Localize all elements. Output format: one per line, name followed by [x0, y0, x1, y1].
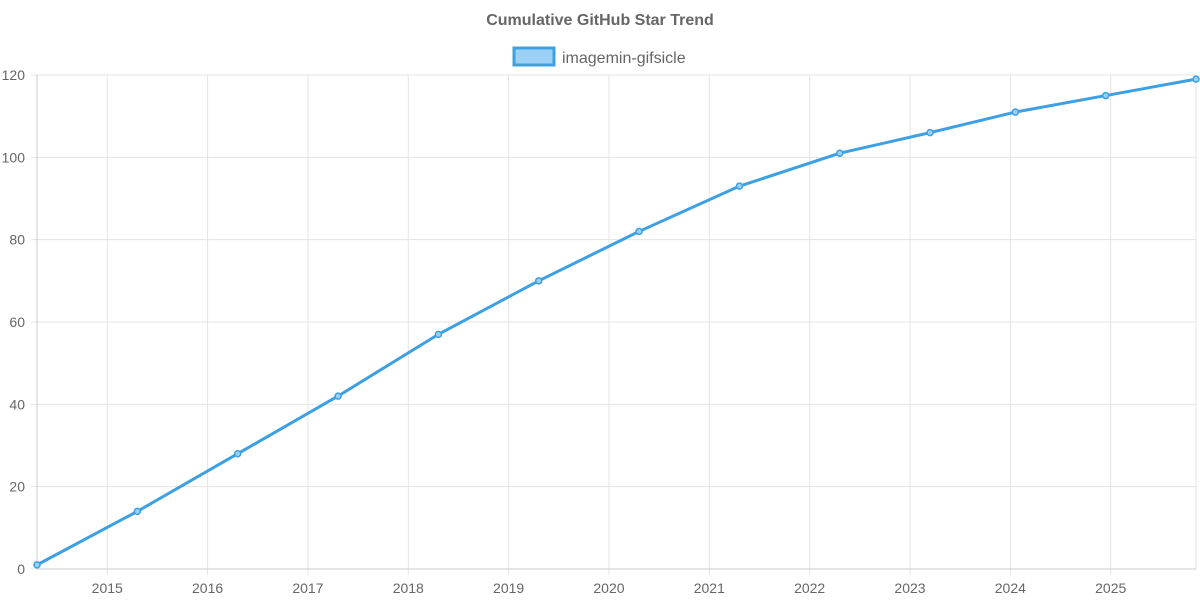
axes [36, 75, 1196, 570]
y-tick-label: 120 [2, 67, 26, 83]
series [33, 75, 1200, 569]
y-axis-ticks: 0 20 40 60 80 100 120 [2, 67, 26, 577]
data-point[interactable] [33, 561, 41, 569]
x-axis-ticks: 2015 2016 2017 2018 2019 2020 2021 2022 2023 2024… [92, 580, 1127, 596]
x-tick-label: 2023 [894, 580, 925, 596]
legend[interactable]: imagemin-gifsicle [512, 46, 686, 67]
data-point[interactable] [635, 227, 643, 236]
data-point[interactable] [1011, 108, 1020, 116]
chart-title: Cumulative GitHub Star Trend [486, 12, 714, 29]
y-tick-label: 100 [2, 149, 26, 165]
y-tick-label: 20 [9, 479, 25, 495]
data-point[interactable] [434, 330, 443, 339]
y-tick-label: 60 [9, 314, 25, 330]
legend-swatch[interactable] [512, 46, 556, 67]
x-tick-label: 2018 [393, 580, 424, 596]
x-tick-label: 2021 [694, 580, 725, 596]
x-tick-label: 2024 [995, 580, 1026, 596]
legend-label[interactable]: imagemin-gifsicle [562, 50, 686, 67]
x-tick-label: 2015 [92, 580, 123, 596]
data-point[interactable] [1192, 75, 1200, 83]
x-tick-label: 2017 [292, 580, 323, 596]
data-point[interactable] [233, 449, 242, 458]
data-point[interactable] [836, 149, 844, 157]
x-tick-label: 2025 [1095, 580, 1126, 596]
x-tick-label: 2020 [593, 580, 624, 596]
x-tick-label: 2022 [794, 580, 825, 596]
y-tick-label: 80 [9, 232, 25, 248]
y-tick-label: 40 [9, 396, 25, 412]
data-point[interactable] [334, 392, 342, 400]
data-point[interactable] [735, 182, 744, 190]
x-tick-label: 2019 [493, 580, 524, 596]
data-point[interactable] [133, 507, 142, 516]
grid [31, 74, 1197, 575]
data-point[interactable] [1101, 91, 1110, 100]
y-tick-label: 0 [17, 561, 25, 577]
data-point[interactable] [534, 277, 543, 285]
data-point[interactable] [926, 128, 934, 137]
x-tick-label: 2016 [192, 580, 223, 596]
